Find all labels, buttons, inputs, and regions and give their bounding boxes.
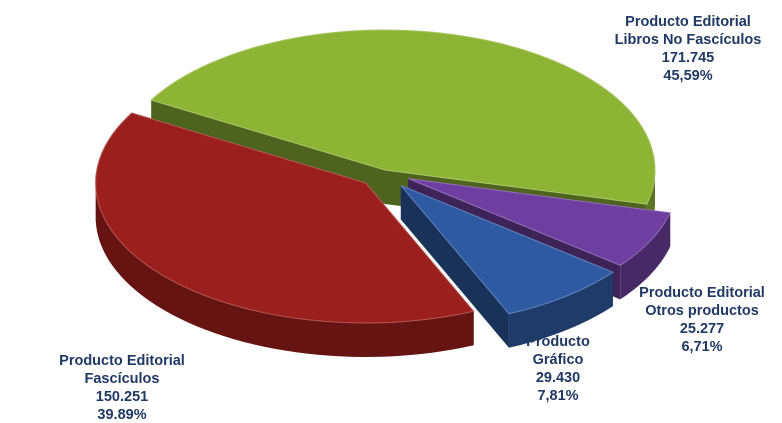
slice-label-value: 150.251 <box>96 389 148 405</box>
slice-label-category: Fascículos <box>85 371 160 387</box>
pie-slice <box>400 184 614 348</box>
pie-slice-wall <box>400 185 509 348</box>
slice-label-category: Producto Editorial <box>59 353 185 369</box>
slice-label: Producto Editorial Libros No Fascículos 17… <box>615 14 762 84</box>
pie-slice-rim <box>95 185 474 357</box>
slice-label-value: 25.277 <box>680 321 724 337</box>
slice-label-category: Otros productos <box>645 303 759 319</box>
slice-label-percent: 45,59% <box>663 68 712 84</box>
slice-label-percent: 7,81% <box>537 388 578 404</box>
slice-label-category: Libros No Fascículos <box>615 32 762 48</box>
slice-label: Producto Gráfico 29.430 7,81% <box>526 334 590 404</box>
slice-label-percent: 39.89% <box>97 407 146 423</box>
slice-label-category: Producto Editorial <box>639 285 765 301</box>
slice-label-category: Producto Editorial <box>625 14 751 30</box>
slice-label-value: 171.745 <box>662 50 714 66</box>
pie-slice <box>95 112 475 357</box>
slice-label-percent: 6,71% <box>681 339 722 355</box>
pie-slice-top <box>400 184 614 315</box>
pie-labels: Producto Editorial Libros No Fascículos 17… <box>59 14 765 423</box>
pie-slice-top <box>150 29 656 205</box>
pie-slice-top <box>95 112 475 324</box>
pie-slices <box>95 29 671 357</box>
slice-label: Producto Editorial Fascículos 150.251 39.89… <box>59 353 185 423</box>
pie-slice-rim <box>508 272 613 348</box>
pie-slice-top <box>408 178 671 266</box>
slice-label-value: 29.430 <box>536 370 580 386</box>
slice-label-category: Gráfico <box>533 352 584 368</box>
pie-slice-rim <box>620 212 671 300</box>
slice-label-category: Producto <box>526 334 590 350</box>
slice-label: Producto Editorial Otros productos 25.277 6… <box>639 285 765 355</box>
